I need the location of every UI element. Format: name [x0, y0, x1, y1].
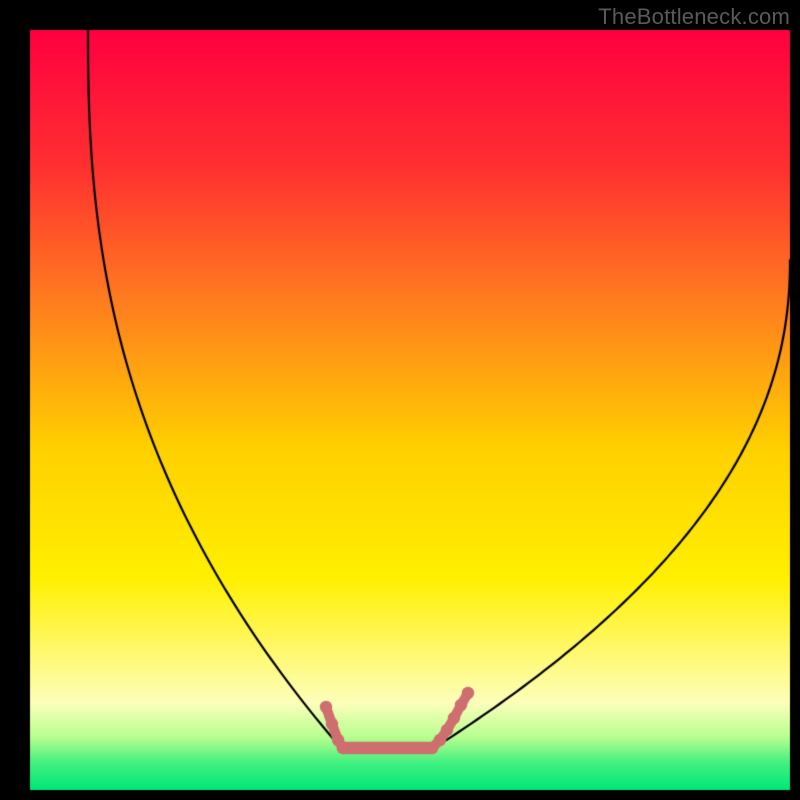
- watermark-text: TheBottleneck.com: [598, 4, 790, 30]
- chart-canvas: [0, 0, 800, 800]
- chart-stage: TheBottleneck.com: [0, 0, 800, 800]
